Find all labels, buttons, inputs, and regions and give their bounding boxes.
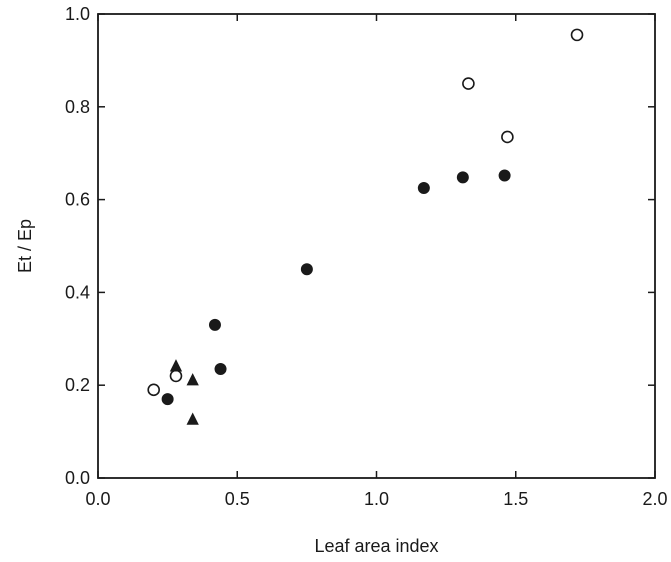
axis-ticks: 0.0 0.5 1.0 1.5 2.0 0.0 0.2 0.4 0.6 0.8 1.0 bbox=[65, 4, 668, 509]
x-tick-label: 0.5 bbox=[225, 489, 250, 509]
filled-circle-point bbox=[498, 169, 511, 182]
open-circle-point bbox=[462, 77, 475, 90]
plot-frame bbox=[97, 13, 656, 479]
x-tick-label: 1.5 bbox=[503, 489, 528, 509]
x-tick-label: 1.0 bbox=[364, 489, 389, 509]
filled-triangle-point bbox=[169, 359, 183, 372]
filled-circle-point bbox=[417, 182, 430, 194]
x-axis-title: Leaf area index bbox=[314, 536, 438, 556]
x-tick-label: 2.0 bbox=[642, 489, 667, 509]
filled-triangle-point bbox=[186, 373, 199, 386]
open-circle-point bbox=[570, 28, 584, 42]
y-tick-label: 0.8 bbox=[65, 97, 90, 117]
y-axis-title: Et / Ep bbox=[15, 219, 35, 273]
y-tick-label: 0.2 bbox=[65, 375, 90, 395]
y-tick-label: 0.0 bbox=[65, 468, 90, 488]
x-tick-label: 0.0 bbox=[85, 489, 110, 509]
open-circle-point bbox=[147, 383, 160, 397]
filled-circle-point bbox=[214, 362, 227, 375]
filled-circle-point bbox=[161, 393, 174, 406]
data-points bbox=[147, 28, 584, 425]
filled-circle-point bbox=[208, 318, 221, 331]
filled-circle-point bbox=[456, 171, 469, 184]
open-circle-point bbox=[501, 130, 514, 144]
y-tick-label: 0.6 bbox=[65, 190, 90, 210]
y-tick-label: 0.4 bbox=[65, 282, 90, 302]
filled-triangle-point bbox=[186, 412, 199, 425]
filled-circle-point bbox=[300, 263, 313, 276]
y-tick-label: 1.0 bbox=[65, 4, 90, 24]
open-circle-point bbox=[169, 369, 183, 383]
